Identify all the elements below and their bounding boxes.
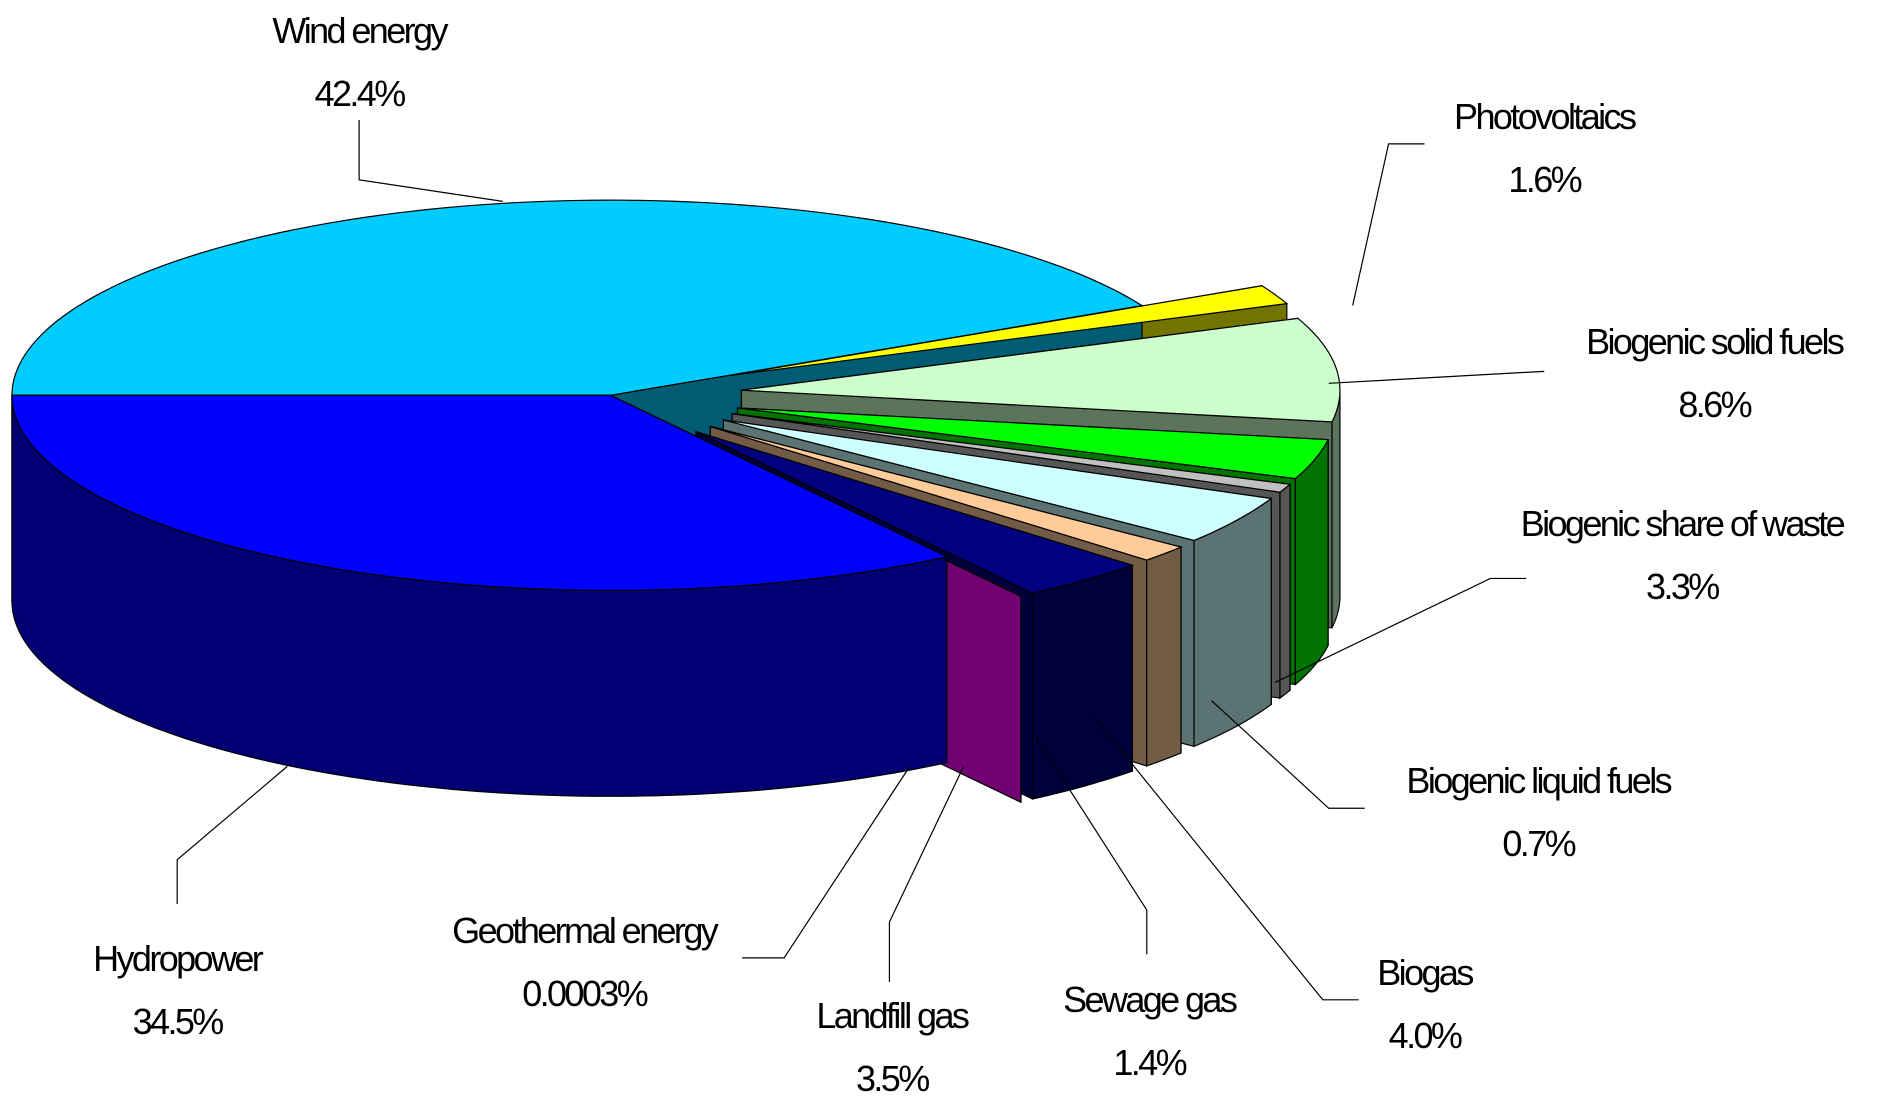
slice-label: Landfill gas 3.5% — [816, 984, 970, 1103]
slice — [11, 199, 1144, 396]
leader-line — [358, 119, 503, 202]
slice-name: Biogas — [1377, 951, 1474, 993]
slice-value: 0.7% — [1502, 823, 1576, 865]
leader-line — [888, 766, 965, 982]
slice-value: 3.3% — [1646, 565, 1720, 607]
slice — [732, 413, 1292, 493]
slice-side — [1331, 390, 1341, 629]
leader-line — [1352, 143, 1425, 306]
slice-value: 42.4% — [314, 72, 407, 114]
slice-name: Biogenic solid fuels — [1586, 321, 1845, 363]
leader-line — [1211, 700, 1365, 809]
slice-side — [1031, 564, 1133, 800]
slice — [741, 317, 1341, 423]
slice-label: Biogenic liquid fuels 0.7% — [1406, 749, 1672, 875]
leader-line — [742, 766, 911, 959]
slice-name: Hydropower — [93, 937, 264, 979]
slice-label: Photovoltaics 1.6% — [1454, 85, 1637, 211]
slice-name: Landfill gas — [816, 994, 970, 1036]
slice-value: 34.5% — [132, 1000, 225, 1042]
slice-value: 0.0003% — [522, 972, 649, 1014]
slice-value: 1.6% — [1508, 158, 1582, 200]
slice-name: Photovoltaics — [1454, 95, 1637, 137]
slice-value: 4.0% — [1388, 1014, 1463, 1056]
leader-line — [1274, 577, 1527, 684]
slice-label: Biogas 4.0% — [1377, 941, 1474, 1067]
slice-label: Wind energy 42.4% — [272, 0, 448, 125]
slice — [11, 394, 949, 592]
slice-value: 8.6% — [1678, 384, 1752, 426]
slice-value: 3.5% — [855, 1057, 930, 1099]
leader-line — [1094, 718, 1359, 1001]
slice-label: Hydropower 34.5% — [93, 927, 264, 1053]
slice-label: Biogenic solid fuels 8.6% — [1586, 310, 1845, 436]
slice-name: Wind energy — [272, 9, 448, 51]
slice-name: Sewage gas — [1063, 979, 1238, 1021]
slice-side — [1279, 483, 1291, 700]
slice-label: Biogenic share of waste 3.3% — [1520, 492, 1846, 618]
slice-name: Biogenic share of waste — [1520, 502, 1846, 544]
slice — [730, 285, 1289, 377]
slice — [737, 407, 1330, 480]
slice-side — [1294, 439, 1329, 686]
slice — [723, 419, 1273, 542]
slice-label: Geothermal energy 0.0003% — [452, 899, 719, 1025]
slice-name: Biogenic liquid fuels — [1406, 760, 1672, 802]
slice-side — [1146, 546, 1182, 767]
slice-value: 1.4% — [1113, 1042, 1187, 1084]
slice — [695, 431, 1135, 594]
slice — [710, 425, 1183, 561]
leader-line — [176, 765, 288, 905]
leader-line — [1034, 736, 1148, 955]
slice-name: Geothermal energy — [452, 909, 719, 951]
leader-line — [1328, 370, 1545, 384]
slice-label: Sewage gas 1.4% — [1063, 968, 1238, 1094]
